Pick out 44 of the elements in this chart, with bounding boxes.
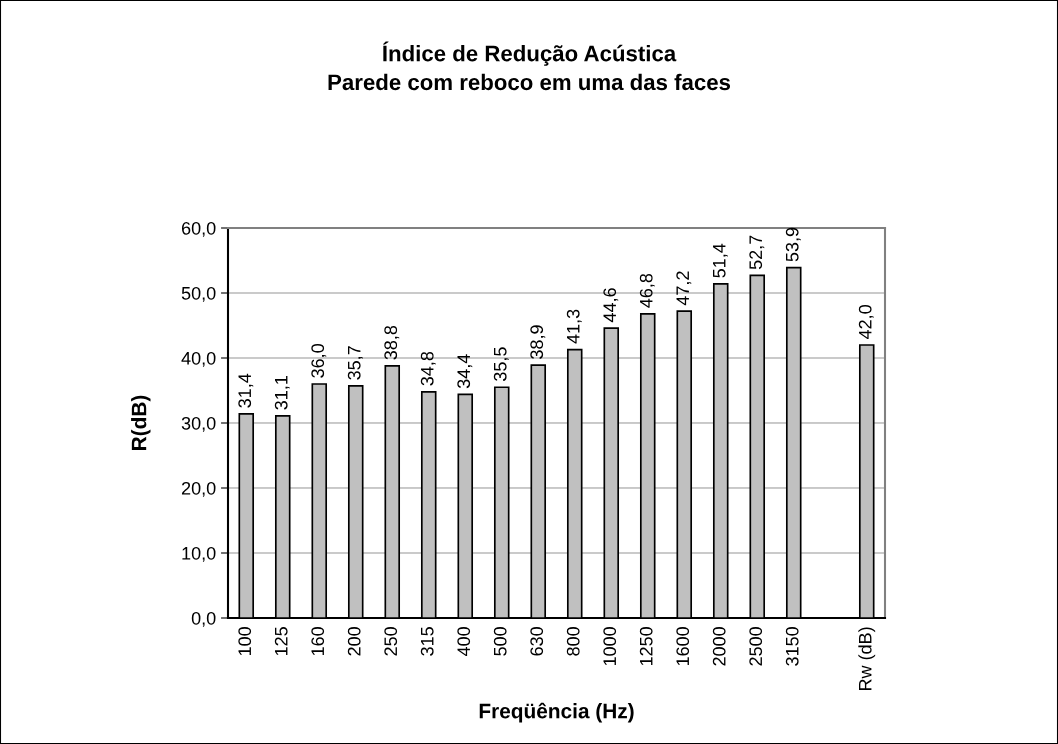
data-label: 53,9 [785,227,801,262]
y-tick-label: 0,0 [191,611,216,627]
x-tick-label: 315 [420,627,434,656]
data-label: 52,7 [749,235,765,270]
x-tick-label: 100 [238,627,252,656]
x-tick-label: 160 [311,627,325,656]
x-tick-label: 2000 [712,627,726,666]
y-tick-label: 10,0 [182,546,216,562]
x-axis-title: Freqüência (Hz) [479,702,634,723]
y-axis-title: R(dB) [131,395,151,450]
y-tick-label: 60,0 [181,221,216,237]
data-label: 34,4 [457,354,473,389]
x-tick-label: 1000 [603,627,617,666]
x-tick-label: 1600 [676,627,690,666]
x-tick-label: 800 [566,627,580,656]
data-label: 35,7 [347,346,363,380]
data-label: 44,6 [603,288,619,323]
y-tick-label: 40,0 [181,351,216,367]
data-label: 35,5 [493,347,509,382]
x-tick-label: 200 [347,627,361,656]
y-tick-label: 30,0 [181,416,216,432]
data-label: 38,9 [530,325,546,359]
data-label: 41,3 [566,309,582,344]
x-tick-label: 630 [530,627,544,656]
x-tick-label: Rw (dB) [858,627,876,691]
data-label: 38,8 [384,325,400,360]
x-tick-label: 3150 [785,627,799,666]
data-label: 42,0 [858,305,874,340]
x-tick-label: 125 [274,627,288,656]
y-tick-label: 50,0 [181,286,216,302]
data-label: 31,1 [274,376,290,410]
chart-title: Índice de Redução Acústica Parede com reboco em uma das faces [328,41,731,91]
data-label: 46,8 [639,273,655,308]
data-label: 51,4 [713,243,728,278]
x-tick-label: 1250 [639,627,653,666]
x-tick-label: 500 [493,627,507,656]
y-tick-label: 20,0 [181,481,216,497]
data-label: 47,2 [676,271,692,306]
data-label: 34,8 [420,351,436,386]
x-tick-label: 250 [384,627,398,656]
data-label: 36,0 [311,344,327,378]
x-tick-label: 2500 [749,627,763,666]
data-label: 31,4 [238,373,254,408]
x-tick-label: 400 [457,627,471,657]
